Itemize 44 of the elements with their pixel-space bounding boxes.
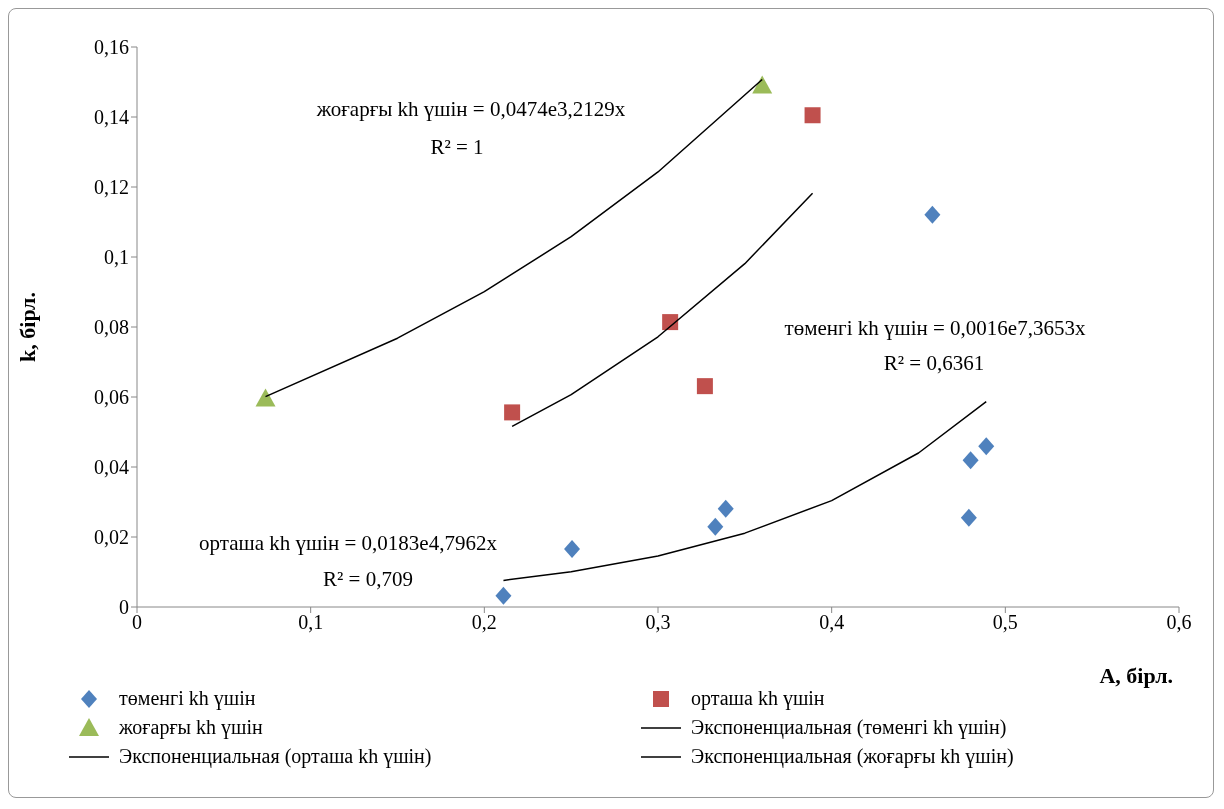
line-series <box>502 400 987 582</box>
x-tick-label: 0,4 <box>819 611 845 634</box>
legend-label: Экспоненциальная (жоғарғы kh үшін) <box>691 745 1014 768</box>
point <box>707 517 724 536</box>
annotation: жоғарғы kh үшін = 0,0474e3,2129x <box>316 96 626 122</box>
x-tick-label: 0,2 <box>471 611 497 634</box>
point <box>960 508 977 527</box>
legend-label: орташа kh үшін <box>691 687 825 710</box>
y-tick-label: 0,02 <box>94 526 129 549</box>
x-axis-title: A, бірл. <box>1099 663 1173 689</box>
point <box>752 75 773 94</box>
y-axis-title: k, бірл. <box>14 292 40 362</box>
annotation: төменгі kh үшін = 0,0016e7,3653x <box>784 315 1086 341</box>
annotation: орташа kh үшін = 0,0183e4,7962x <box>199 530 497 556</box>
x-tick-label: 0,3 <box>645 611 671 634</box>
annotation: R² = 0,709 <box>323 566 413 592</box>
legend-label: жоғарғы kh үшін <box>119 716 263 739</box>
y-tick-label: 0,14 <box>94 106 129 129</box>
annotation: R² = 0,6361 <box>883 350 985 376</box>
legend-label: Экспоненциальная (төменгі kh үшін) <box>691 716 1007 739</box>
point <box>962 451 979 470</box>
point <box>495 586 512 605</box>
y-tick-label: 0 <box>119 596 129 619</box>
point <box>662 314 679 331</box>
point <box>924 205 941 224</box>
point <box>504 404 521 421</box>
legend-label: төменгі kh үшін <box>119 687 256 710</box>
y-tick-label: 0,16 <box>94 36 129 59</box>
y-tick-label: 0,04 <box>94 456 129 479</box>
point <box>564 539 581 558</box>
point <box>696 378 713 395</box>
x-tick-label: 0,1 <box>298 611 324 634</box>
y-tick-label: 0,06 <box>94 386 129 409</box>
point <box>804 107 821 124</box>
y-tick-label: 0,12 <box>94 176 129 199</box>
legend-label: Экспоненциальная (орташа kh үшін) <box>119 745 432 768</box>
y-tick-label: 0,1 <box>104 246 129 269</box>
annotation: R² = 1 <box>430 134 484 160</box>
point <box>255 388 276 407</box>
point <box>717 499 734 518</box>
x-tick-label: 0,5 <box>992 611 1018 634</box>
point <box>978 437 995 456</box>
x-tick-label: 0,6 <box>1166 611 1192 634</box>
y-tick-label: 0,08 <box>94 316 129 339</box>
